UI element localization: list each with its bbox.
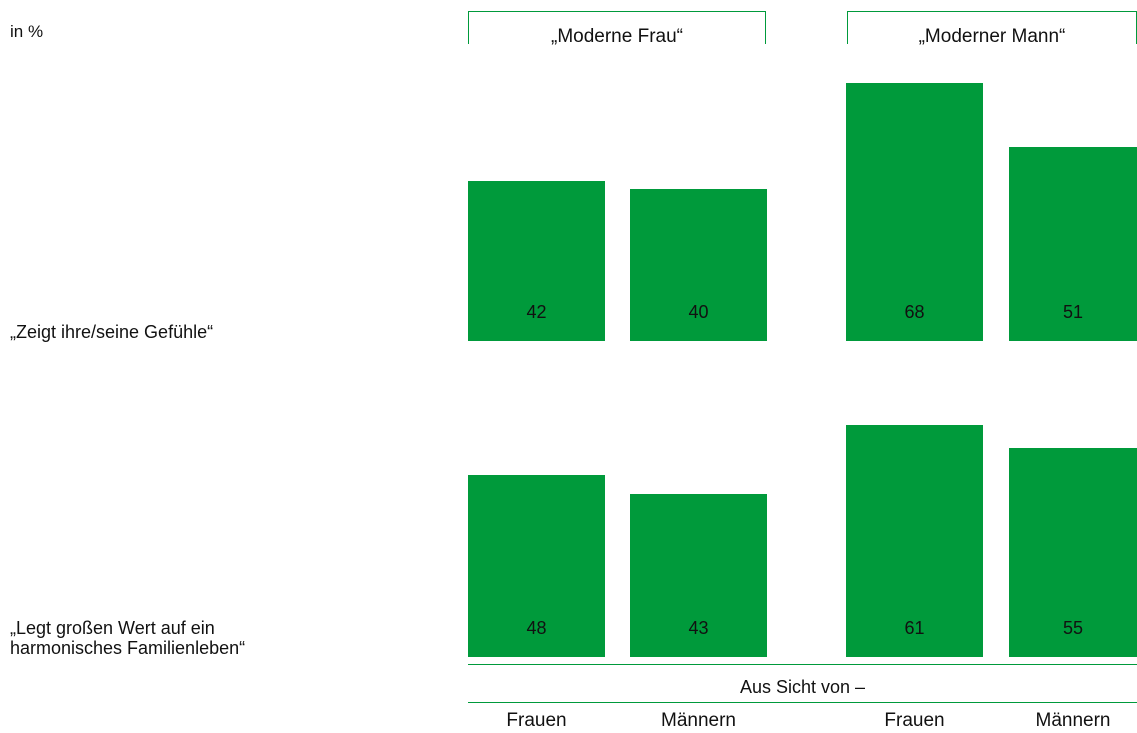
bar-value-row2-maennern-2: 55 (1062, 618, 1084, 638)
row-label-gefuehle: „Zeigt ihre/seine Gefühle“ (10, 322, 214, 342)
bar-row1-frauen-2 (846, 82, 983, 341)
bar-row1-frauen-1 (468, 181, 605, 341)
bar-value-row1-frauen-2: 68 (904, 302, 925, 322)
group-label-moderne-frau: „Moderne Frau“ (551, 26, 683, 47)
bar-row2-frauen-1 (468, 474, 605, 657)
bar-value-row1-maennern-2: 51 (1062, 302, 1084, 322)
category-label-frauen-1: Frauen (506, 710, 567, 731)
bar-row1-maennern-1 (630, 189, 767, 341)
bar-row1-maennern-2 (1009, 147, 1137, 341)
category-label-maennern-1: Männern (661, 710, 736, 731)
bar-row2-maennern-2 (1009, 448, 1137, 657)
axis-line-bottom (468, 702, 1137, 703)
row-label-familienleben: „Legt großen Wert auf ein harmonisches F… (10, 618, 246, 658)
group-label-moderner-mann: „Moderner Mann“ (918, 26, 1066, 47)
bar-row2-maennern-1 (630, 493, 767, 657)
bar-row2-frauen-2 (846, 425, 983, 657)
bar-value-row1-frauen-1: 42 (526, 302, 547, 322)
group-bracket-moderne-frau (468, 11, 766, 44)
bar-value-row2-frauen-1: 48 (526, 618, 547, 638)
category-label-maennern-2: Männern (1035, 710, 1111, 731)
bar-value-row2-frauen-2: 61 (904, 618, 925, 638)
category-label-frauen-2: Frauen (884, 710, 945, 731)
axis-line-top (468, 664, 1137, 665)
axis-caption: Aus Sicht von – (739, 677, 866, 697)
unit-label: in % (10, 22, 44, 41)
bar-value-row1-maennern-1: 40 (688, 302, 709, 322)
bar-value-row2-maennern-1: 43 (688, 618, 709, 638)
